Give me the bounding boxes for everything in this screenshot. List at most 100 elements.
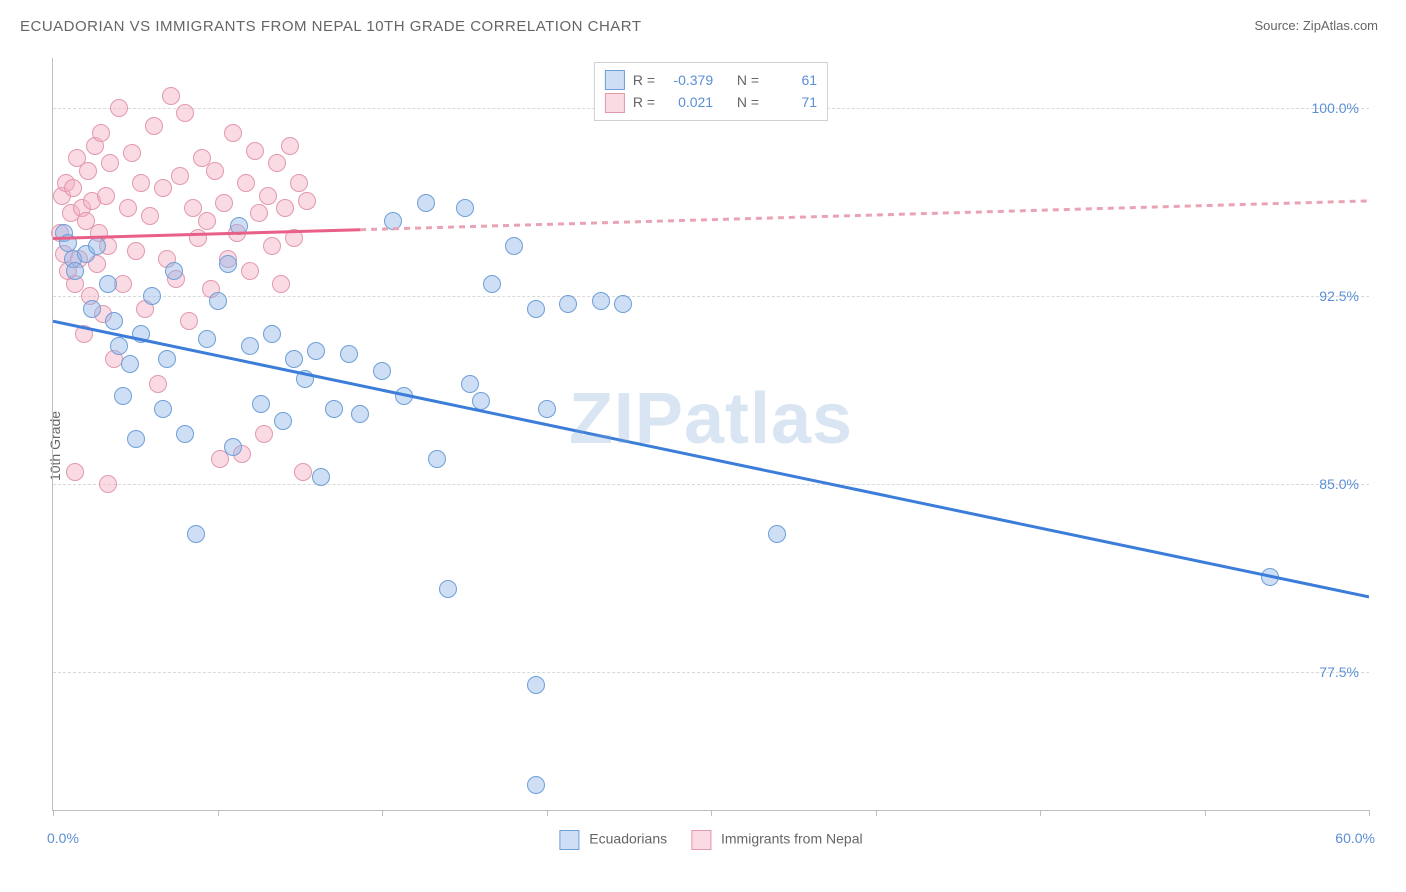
scatter-point <box>187 525 205 543</box>
x-axis-max-label: 60.0% <box>1335 830 1375 846</box>
scatter-point <box>246 142 264 160</box>
scatter-point <box>101 154 119 172</box>
scatter-point <box>189 229 207 247</box>
x-tick <box>876 810 877 816</box>
scatter-point <box>224 124 242 142</box>
scatter-point <box>121 355 139 373</box>
stats-row-a: R = -0.379 N = 61 <box>605 69 817 91</box>
scatter-point <box>527 776 545 794</box>
scatter-point <box>472 392 490 410</box>
swatch-series-b <box>605 93 625 113</box>
scatter-point <box>263 325 281 343</box>
scatter-point <box>66 262 84 280</box>
scatter-point <box>215 194 233 212</box>
scatter-point <box>417 194 435 212</box>
trend-line <box>360 201 1369 230</box>
scatter-point <box>505 237 523 255</box>
watermark-text: ZIPatlas <box>569 378 853 460</box>
x-tick <box>1369 810 1370 816</box>
y-tick-label: 77.5% <box>1319 664 1359 680</box>
scatter-point <box>141 207 159 225</box>
chart-title: ECUADORIAN VS IMMIGRANTS FROM NEPAL 10TH… <box>20 18 642 35</box>
scatter-point <box>209 292 227 310</box>
scatter-point <box>92 124 110 142</box>
scatter-point <box>154 400 172 418</box>
scatter-point <box>241 262 259 280</box>
swatch-series-a <box>605 70 625 90</box>
stat-r-label: R = <box>633 91 655 113</box>
scatter-point <box>149 375 167 393</box>
y-tick-label: 100.0% <box>1312 100 1359 116</box>
scatter-point <box>255 425 273 443</box>
trend-lines-layer <box>53 58 1369 810</box>
x-tick <box>547 810 548 816</box>
gridline <box>53 672 1369 673</box>
scatter-point <box>281 137 299 155</box>
scatter-point <box>198 330 216 348</box>
legend-bottom: Ecuadorians Immigrants from Nepal <box>559 830 862 850</box>
legend-label-a: Ecuadorians <box>589 831 667 847</box>
scatter-point <box>110 337 128 355</box>
scatter-point <box>99 475 117 493</box>
scatter-point <box>79 162 97 180</box>
x-tick <box>218 810 219 816</box>
stat-n-b: 71 <box>767 91 817 113</box>
scatter-point <box>241 337 259 355</box>
stat-r-a: -0.379 <box>663 69 713 91</box>
scatter-point <box>176 104 194 122</box>
scatter-point <box>176 425 194 443</box>
scatter-point <box>527 676 545 694</box>
scatter-point <box>206 162 224 180</box>
scatter-point <box>110 99 128 117</box>
scatter-point <box>114 387 132 405</box>
scatter-point <box>296 370 314 388</box>
scatter-point <box>307 342 325 360</box>
scatter-point <box>132 174 150 192</box>
scatter-point <box>252 395 270 413</box>
scatter-point <box>325 400 343 418</box>
scatter-point <box>456 199 474 217</box>
legend-item-a: Ecuadorians <box>559 830 667 850</box>
scatter-point <box>351 405 369 423</box>
scatter-point <box>145 117 163 135</box>
y-tick-label: 92.5% <box>1319 288 1359 304</box>
x-tick <box>1040 810 1041 816</box>
scatter-point <box>123 144 141 162</box>
stat-r-label: R = <box>633 69 655 91</box>
scatter-point <box>768 525 786 543</box>
scatter-point <box>219 255 237 273</box>
scatter-point <box>592 292 610 310</box>
stat-n-label: N = <box>737 91 759 113</box>
scatter-point <box>428 450 446 468</box>
x-axis-min-label: 0.0% <box>47 830 79 846</box>
scatter-point <box>250 204 268 222</box>
scatter-point <box>127 430 145 448</box>
x-tick <box>711 810 712 816</box>
legend-label-b: Immigrants from Nepal <box>721 831 863 847</box>
scatter-point <box>132 325 150 343</box>
scatter-point <box>439 580 457 598</box>
scatter-point <box>224 438 242 456</box>
scatter-point <box>559 295 577 313</box>
scatter-point <box>119 199 137 217</box>
scatter-point <box>461 375 479 393</box>
legend-item-b: Immigrants from Nepal <box>691 830 862 850</box>
scatter-point <box>127 242 145 260</box>
scatter-point <box>75 325 93 343</box>
scatter-point <box>483 275 501 293</box>
scatter-point <box>66 463 84 481</box>
scatter-point <box>263 237 281 255</box>
scatter-point <box>64 179 82 197</box>
scatter-point <box>237 174 255 192</box>
scatter-point <box>614 295 632 313</box>
scatter-point <box>180 312 198 330</box>
x-tick <box>1205 810 1206 816</box>
scatter-point <box>298 192 316 210</box>
source-attribution: Source: ZipAtlas.com <box>1254 18 1378 33</box>
scatter-point <box>1261 568 1279 586</box>
x-tick <box>53 810 54 816</box>
scatter-point <box>290 174 308 192</box>
stat-r-b: 0.021 <box>663 91 713 113</box>
scatter-point <box>165 262 183 280</box>
gridline <box>53 484 1369 485</box>
